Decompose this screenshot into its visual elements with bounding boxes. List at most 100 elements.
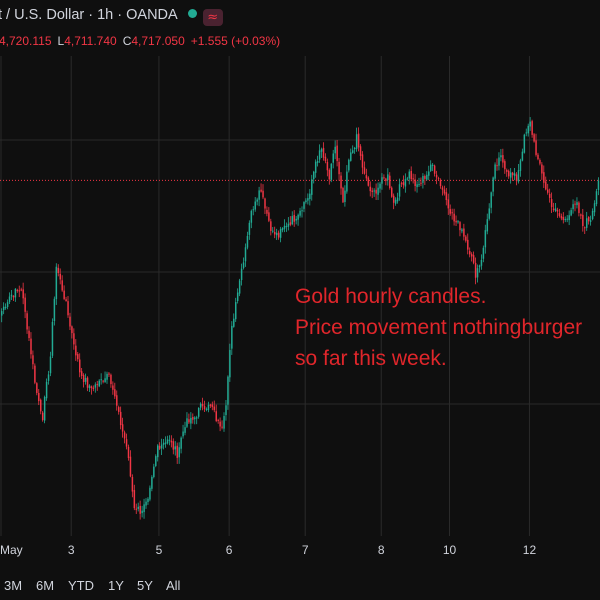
- candle-body: [519, 160, 522, 171]
- candle-body: [365, 175, 368, 179]
- candle: [402, 175, 405, 189]
- candle: [541, 162, 543, 180]
- candle-body: [116, 395, 118, 406]
- candle: [314, 159, 317, 178]
- candle-body: [338, 161, 340, 175]
- candle-body: [305, 200, 307, 202]
- candle-body: [213, 406, 216, 411]
- candle-body: [12, 295, 15, 298]
- range-all-button[interactable]: All: [166, 578, 181, 593]
- candle-body: [537, 154, 539, 160]
- candle-body: [172, 441, 175, 450]
- candle-body: [568, 215, 570, 221]
- candle: [217, 418, 219, 424]
- candle: [309, 189, 311, 206]
- wave-icon[interactable]: ≈: [202, 9, 223, 26]
- range-1y-button[interactable]: 1Y: [108, 578, 124, 593]
- candle-body: [574, 203, 576, 205]
- candle: [84, 373, 87, 385]
- candle: [104, 371, 106, 383]
- candle: [369, 181, 372, 197]
- candle-body: [43, 397, 46, 421]
- candle: [164, 436, 167, 448]
- candle-body: [513, 173, 516, 176]
- candle-body: [424, 176, 426, 179]
- candle-body: [168, 439, 171, 441]
- candle-body: [155, 456, 157, 467]
- candle-body: [275, 232, 278, 236]
- candle-body: [4, 306, 7, 309]
- candle-body: [377, 187, 379, 195]
- candle: [480, 254, 483, 270]
- candle: [248, 220, 251, 240]
- candle-body: [350, 152, 352, 161]
- candle: [121, 417, 124, 438]
- candle-body: [371, 190, 373, 193]
- candle: [160, 438, 163, 455]
- range-6m-button[interactable]: 6M: [36, 578, 55, 593]
- x-tick-label: 7: [301, 543, 309, 557]
- candle: [589, 215, 592, 226]
- candle-body: [449, 209, 451, 214]
- candle-body: [307, 198, 309, 201]
- ohlc-low-label: L: [57, 34, 65, 48]
- candle-body: [36, 383, 38, 393]
- candle: [511, 171, 514, 181]
- ohlc-close: 4,717.050: [131, 34, 185, 48]
- candle-body: [8, 296, 11, 302]
- range-3m-button[interactable]: 3M: [4, 578, 23, 593]
- candle-body: [445, 192, 448, 201]
- candle-body: [283, 225, 286, 229]
- ohlc-high: 4,720.115: [0, 34, 52, 48]
- candle: [320, 147, 323, 158]
- market-open-dot-icon: [187, 9, 197, 18]
- range-5y-button[interactable]: 5Y: [137, 578, 153, 593]
- candle-body: [336, 145, 338, 162]
- candle: [568, 210, 570, 226]
- candle: [55, 263, 58, 305]
- candle-body: [125, 439, 128, 447]
- chart-annotation: Gold hourly candles. Price movement noth…: [295, 281, 582, 374]
- candle: [513, 167, 516, 181]
- symbol-title[interactable]: t / U.S. Dollar · 1h · OANDA: [0, 7, 178, 23]
- candle: [80, 367, 83, 380]
- candle-body: [541, 164, 543, 174]
- candle: [65, 296, 67, 302]
- time-axis[interactable]: May 3 5 6 7 8 10 12: [0, 536, 600, 564]
- candle: [560, 213, 563, 221]
- candle: [258, 186, 260, 207]
- candle: [449, 204, 451, 216]
- candle: [233, 313, 235, 328]
- candle-body: [84, 377, 87, 382]
- candle: [430, 160, 432, 173]
- candle-body: [166, 439, 169, 444]
- candle-body: [430, 164, 432, 171]
- candle-body: [328, 169, 331, 180]
- candle: [225, 399, 227, 421]
- candle-body: [244, 247, 247, 262]
- candle: [537, 152, 539, 161]
- candle-body: [281, 228, 284, 231]
- candlestick-chart[interactable]: [0, 0, 600, 536]
- candle: [30, 332, 32, 359]
- candle: [297, 213, 299, 226]
- range-ytd-button[interactable]: YTD: [68, 578, 94, 593]
- candle: [342, 186, 344, 204]
- candle: [67, 296, 69, 318]
- candle: [51, 318, 54, 359]
- candle: [591, 208, 594, 221]
- candle: [207, 401, 210, 413]
- candle: [443, 185, 446, 196]
- candle-body: [94, 384, 97, 388]
- candle: [201, 397, 204, 411]
- candle: [572, 199, 574, 214]
- candle-body: [340, 175, 342, 189]
- candle: [426, 171, 428, 181]
- candle: [274, 226, 276, 239]
- symbol-title-line[interactable]: t / U.S. Dollar · 1h · OANDA ≈: [0, 7, 223, 26]
- candle-body: [20, 289, 22, 291]
- candle-body: [400, 182, 403, 184]
- candle-body: [595, 191, 598, 205]
- candle: [406, 176, 409, 181]
- candle: [199, 402, 202, 411]
